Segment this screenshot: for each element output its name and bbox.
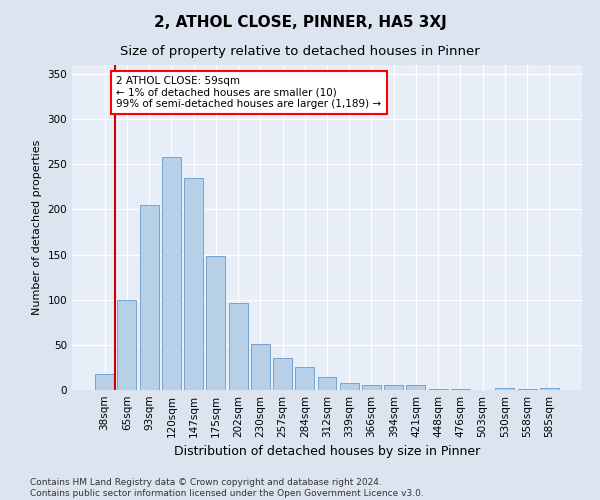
Bar (229, 304, 248, 390)
Bar (162, 157, 181, 390)
Bar (540, 388, 559, 390)
Y-axis label: Number of detached properties: Number of detached properties (32, 140, 42, 315)
Bar (118, 300, 136, 390)
Bar (273, 358, 292, 390)
Bar (95, 374, 114, 390)
Text: 2 ATHOL CLOSE: 59sqm
← 1% of detached houses are smaller (10)
99% of semi-detach: 2 ATHOL CLOSE: 59sqm ← 1% of detached ho… (116, 76, 382, 109)
Bar (140, 205, 158, 390)
Bar (317, 378, 337, 390)
Bar (406, 386, 425, 390)
Bar (295, 368, 314, 390)
Bar (451, 389, 470, 390)
Text: Contains HM Land Registry data © Crown copyright and database right 2024.
Contai: Contains HM Land Registry data © Crown c… (30, 478, 424, 498)
Bar (251, 344, 270, 390)
Bar (362, 384, 381, 390)
Bar (184, 178, 203, 390)
Text: Size of property relative to detached houses in Pinner: Size of property relative to detached ho… (120, 45, 480, 58)
Bar (384, 386, 403, 390)
Bar (429, 389, 448, 390)
Bar (518, 389, 536, 390)
X-axis label: Distribution of detached houses by size in Pinner: Distribution of detached houses by size … (174, 446, 480, 458)
Bar (496, 388, 514, 390)
Bar (340, 383, 359, 390)
Bar (206, 256, 225, 390)
Text: 2, ATHOL CLOSE, PINNER, HA5 3XJ: 2, ATHOL CLOSE, PINNER, HA5 3XJ (154, 15, 446, 30)
